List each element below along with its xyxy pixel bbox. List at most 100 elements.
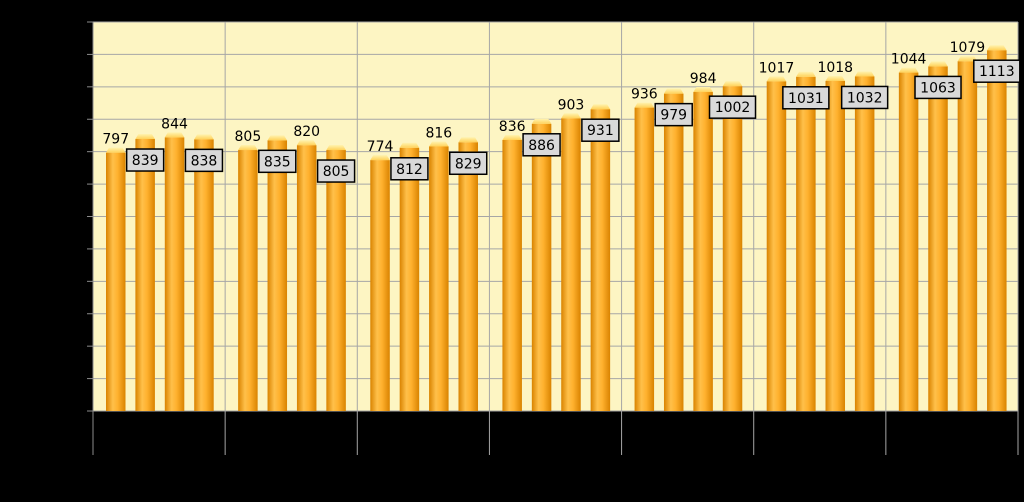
data-label: 820 — [293, 124, 320, 140]
bar-cap — [796, 71, 816, 77]
bar — [106, 147, 126, 411]
bar-body — [663, 93, 684, 411]
data-labels: 7978398448388058358208057748128168298368… — [102, 40, 1021, 183]
data-label: 984 — [690, 71, 717, 87]
data-label: 829 — [455, 156, 482, 172]
bar-cap — [898, 67, 919, 73]
bar — [634, 102, 655, 411]
data-label: 1017 — [759, 60, 795, 76]
data-label: 903 — [558, 97, 585, 113]
bar — [987, 45, 1007, 411]
bar — [399, 142, 420, 411]
data-label-box — [258, 149, 297, 174]
data-label: 1063 — [920, 80, 956, 96]
data-label: 886 — [528, 138, 555, 154]
data-label: 844 — [161, 116, 188, 132]
bar-body — [106, 152, 126, 411]
bar-body — [370, 160, 390, 411]
data-label: 839 — [132, 153, 159, 169]
bar — [693, 87, 713, 412]
bar — [429, 141, 449, 412]
data-label: 1031 — [788, 91, 824, 107]
bar-cap — [238, 145, 258, 151]
data-label: 836 — [499, 119, 526, 135]
data-label: 931 — [587, 123, 614, 139]
bar-cap — [502, 134, 522, 140]
bar-body — [693, 92, 713, 412]
data-label: 774 — [367, 139, 394, 155]
bar-cap — [590, 104, 611, 110]
bar-cap — [825, 75, 846, 81]
data-label-box — [125, 148, 165, 172]
data-label-box — [448, 151, 488, 176]
bar-cap — [928, 61, 948, 67]
bar — [825, 75, 846, 411]
data-label-box — [390, 157, 429, 181]
bar — [898, 67, 919, 411]
data-label-box — [581, 118, 620, 142]
bar — [164, 132, 185, 412]
bar — [663, 88, 684, 411]
data-label: 1079 — [950, 40, 986, 56]
bar-cap — [957, 56, 978, 62]
bar-cap — [194, 134, 214, 140]
bar-cap — [399, 142, 420, 148]
data-label: 838 — [191, 153, 218, 169]
bar-cap — [135, 134, 155, 140]
bar-body — [722, 86, 743, 411]
data-label-box — [654, 102, 693, 127]
data-label: 805 — [323, 164, 350, 180]
bar-body — [135, 139, 155, 411]
bar — [854, 71, 875, 412]
bars — [106, 45, 1007, 412]
data-label: 816 — [425, 125, 452, 141]
data-label: 1002 — [715, 100, 751, 116]
bar-body — [854, 76, 875, 412]
data-label: 1044 — [891, 52, 927, 68]
bar — [267, 135, 288, 411]
bar-body — [634, 107, 655, 411]
data-label-box — [914, 75, 962, 100]
bar — [458, 137, 478, 411]
bar — [561, 113, 581, 411]
bar — [296, 140, 317, 411]
bar-cap — [267, 135, 288, 141]
bar-body — [238, 150, 258, 411]
bar-body — [399, 147, 420, 411]
bar-cap — [854, 71, 875, 77]
bar-cap — [766, 76, 787, 82]
data-label: 835 — [264, 154, 291, 170]
bar-cap — [326, 145, 346, 151]
bar — [928, 61, 948, 412]
bar-body — [898, 72, 919, 411]
data-label-box — [316, 159, 356, 183]
bar-body — [502, 139, 522, 411]
data-label: 936 — [631, 87, 658, 103]
bar-cap — [634, 102, 655, 108]
data-label-box — [708, 95, 757, 119]
data-label: 1032 — [847, 90, 883, 106]
bar-cap — [693, 87, 713, 93]
bar-body — [429, 146, 449, 412]
bar — [194, 134, 214, 411]
bar-body — [458, 142, 478, 411]
bar-cap — [722, 81, 743, 87]
data-label: 812 — [396, 162, 423, 178]
data-label: 1113 — [979, 64, 1015, 80]
bar — [590, 104, 611, 411]
data-label-box — [782, 86, 830, 110]
bar-body — [957, 61, 978, 411]
bar-body — [194, 139, 214, 411]
data-label-box — [522, 133, 561, 157]
bar-body — [296, 145, 317, 411]
bar-cap — [370, 155, 390, 161]
bar-body — [164, 137, 185, 412]
bar — [957, 56, 978, 411]
bar-body — [825, 80, 846, 411]
data-label: 979 — [660, 108, 687, 124]
bar-cap — [296, 140, 317, 146]
bar-body — [796, 76, 816, 411]
data-label: 797 — [102, 132, 129, 148]
data-label: 1018 — [817, 60, 853, 76]
